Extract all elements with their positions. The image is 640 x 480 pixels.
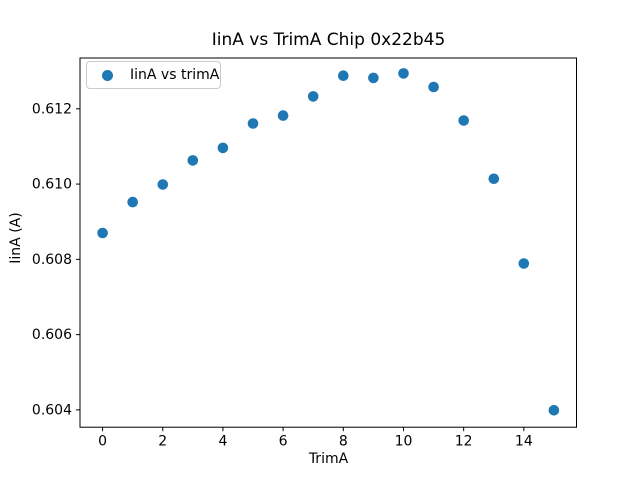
x-tick-label: 6 xyxy=(279,434,288,450)
data-point xyxy=(458,115,470,126)
data-point xyxy=(97,227,108,239)
y-axis-label: IinA (A) xyxy=(8,212,24,264)
data-point xyxy=(428,81,439,93)
axes-frame xyxy=(79,57,577,428)
chart-title: IinA vs TrimA Chip 0x22b45 xyxy=(211,30,446,50)
y-tick-label: 0.604 xyxy=(32,402,72,418)
y-tick-label: 0.612 xyxy=(32,101,72,117)
legend-marker-icon xyxy=(102,69,113,81)
x-tick-label: 10 xyxy=(395,434,413,450)
data-point xyxy=(157,179,169,190)
data-point xyxy=(307,91,319,102)
data-point xyxy=(368,72,379,84)
y-tick-label: 0.608 xyxy=(32,252,72,268)
data-point xyxy=(247,118,259,129)
y-tick-label: 0.610 xyxy=(32,177,72,193)
x-axis-label: TrimA xyxy=(308,451,349,467)
data-point xyxy=(488,173,500,185)
x-tick-label: 2 xyxy=(158,434,167,450)
data-point xyxy=(398,68,409,79)
y-tick-label: 0.606 xyxy=(32,327,72,343)
x-tick-label: 4 xyxy=(218,434,227,450)
data-point xyxy=(127,196,138,208)
x-tick-label: 0 xyxy=(98,434,107,450)
data-point xyxy=(518,258,530,269)
data-point xyxy=(217,142,229,154)
x-tick-label: 14 xyxy=(515,434,533,450)
data-point xyxy=(548,405,560,416)
scatter-series xyxy=(97,68,560,416)
data-point xyxy=(187,155,199,166)
data-point xyxy=(338,70,349,81)
data-point xyxy=(277,110,289,121)
legend-label: IinA vs trimA xyxy=(130,67,220,83)
legend: IinA vs trimA xyxy=(86,61,221,89)
x-tick-label: 8 xyxy=(339,434,348,450)
x-tick-label: 12 xyxy=(455,434,473,450)
